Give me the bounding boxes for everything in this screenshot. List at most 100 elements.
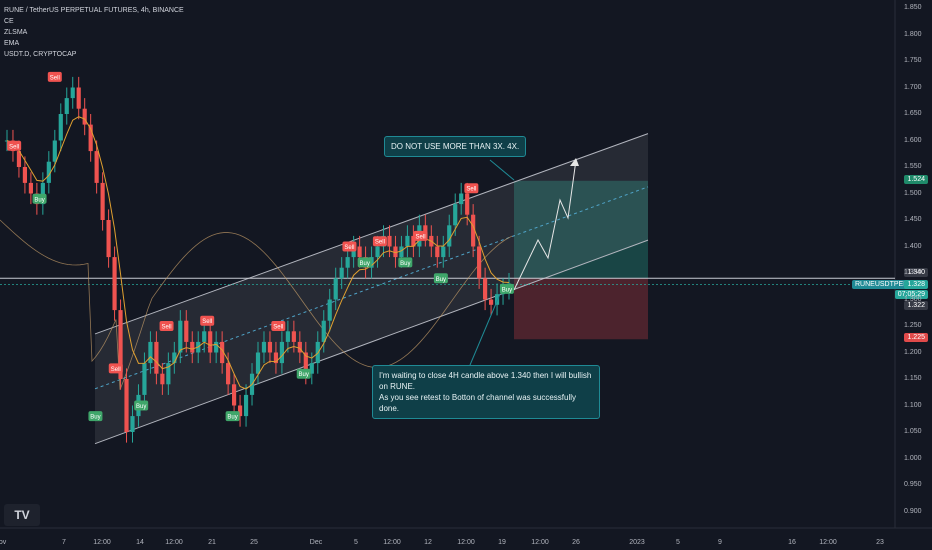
buy-signal[interactable]: Buy xyxy=(433,273,448,284)
x-tick-label: 16 xyxy=(788,539,796,546)
candle-body xyxy=(279,341,284,364)
candle-body xyxy=(393,246,398,258)
candle-body xyxy=(327,299,332,321)
candle-body xyxy=(130,416,135,432)
channel-upper-line xyxy=(94,133,649,335)
analysis-line-1: I'm waiting to close 4H candle above 1.3… xyxy=(379,371,592,391)
candle-body xyxy=(16,151,22,167)
x-tick-label: 5 xyxy=(676,539,680,546)
candle-body xyxy=(118,310,123,379)
tradingview-logo[interactable]: TV xyxy=(4,504,40,526)
candle-body xyxy=(459,193,464,205)
candle-body xyxy=(160,373,165,385)
low-price-tag: 1.322 xyxy=(904,301,928,310)
x-tick-label: 12 xyxy=(424,539,432,546)
analysis-line-2: As you see retest to Botton of channel w… xyxy=(379,393,576,413)
y-tick-label: 1.050 xyxy=(904,428,922,435)
candle-body xyxy=(321,320,326,342)
sell-signal[interactable]: Sell xyxy=(342,241,357,252)
entry-price-tag: 1.340 xyxy=(904,268,928,277)
buy-signal[interactable]: Buy xyxy=(398,257,413,268)
candle-body xyxy=(94,151,99,183)
candle-body xyxy=(309,363,314,374)
x-tick-label: 5 xyxy=(354,539,358,546)
buy-signal[interactable]: Buy xyxy=(134,400,149,411)
y-tick-label: 1.700 xyxy=(904,83,922,91)
x-tick-label: 26 xyxy=(572,539,580,546)
svg-text:Buy: Buy xyxy=(34,197,44,203)
legend-indicator-usdtd[interactable]: USDT.D, CRYPTOCAP xyxy=(4,51,77,58)
sell-signal[interactable]: Sell xyxy=(372,236,387,247)
buy-signal[interactable]: Buy xyxy=(357,257,372,268)
sell-signal[interactable]: Sell xyxy=(159,321,174,331)
svg-text:Buy: Buy xyxy=(400,261,410,267)
buy-signal[interactable]: Buy xyxy=(88,411,103,422)
sell-signal[interactable]: Sell xyxy=(7,140,22,151)
buy-signal[interactable]: Buy xyxy=(32,193,47,204)
svg-text:Sell: Sell xyxy=(375,240,385,246)
svg-text:Buy: Buy xyxy=(436,277,446,283)
candle-body xyxy=(291,331,296,342)
legend-indicator-zlsma[interactable]: ZLSMA xyxy=(4,29,28,36)
candle-body xyxy=(237,405,243,417)
projection-path xyxy=(513,159,577,291)
buy-signal[interactable]: Buy xyxy=(499,283,514,294)
candle-body xyxy=(64,98,69,114)
candle-body xyxy=(142,363,147,395)
candle-body xyxy=(208,331,213,353)
svg-text:Sell: Sell xyxy=(466,187,476,193)
candle-body xyxy=(261,341,267,353)
sell-signal[interactable]: Sell xyxy=(108,363,123,374)
candle-body xyxy=(22,167,28,183)
buy-signal[interactable]: Buy xyxy=(225,411,240,422)
candle-body xyxy=(82,108,87,125)
candle-body xyxy=(453,204,458,226)
x-tick-label: 21 xyxy=(208,539,216,546)
analysis-callout[interactable]: I'm waiting to close 4H candle above 1.3… xyxy=(372,365,600,419)
svg-text:Sell: Sell xyxy=(111,367,121,373)
sell-signal[interactable]: Sell xyxy=(271,321,286,331)
candle-body xyxy=(70,87,75,99)
channel-mid-line xyxy=(94,186,649,390)
svg-text:Sell: Sell xyxy=(162,325,172,331)
y-tick-label: 1.850 xyxy=(904,4,922,11)
warning-callout[interactable]: DO NOT USE MORE THAN 3X. 4X. xyxy=(384,136,527,157)
channel-fill xyxy=(95,133,648,444)
svg-text:Sell: Sell xyxy=(344,245,354,251)
x-tick-label: 12:00 xyxy=(383,539,401,546)
svg-text:Buy: Buy xyxy=(136,404,146,410)
legend-indicator-ce[interactable]: CE xyxy=(4,18,14,25)
candle-body xyxy=(76,87,81,109)
svg-text:Sell: Sell xyxy=(9,144,19,150)
sell-signal[interactable]: Sell xyxy=(47,71,62,82)
sell-signal[interactable]: Sell xyxy=(200,315,215,326)
analysis-callout-pointer xyxy=(469,293,501,366)
x-tick-label: 9 xyxy=(718,539,722,546)
candle-body xyxy=(303,352,308,374)
buy-signal[interactable]: Buy xyxy=(296,368,311,379)
candle-body xyxy=(100,182,105,220)
sell-signal[interactable]: Sell xyxy=(464,183,479,194)
y-tick-label: 0.950 xyxy=(904,481,922,488)
sell-signal[interactable]: Sell xyxy=(413,230,428,241)
candle-body xyxy=(124,379,129,432)
warning-callout-pointer xyxy=(489,159,515,181)
x-tick-label: 7 xyxy=(62,539,66,546)
y-tick-label: 1.300 xyxy=(904,295,922,303)
svg-text:Sell: Sell xyxy=(50,75,60,81)
candle-body xyxy=(267,341,273,353)
candle-body xyxy=(411,235,416,247)
x-tick-label: 12:00 xyxy=(531,539,549,546)
candle-body xyxy=(273,352,279,364)
chart-legend: RUNE / TetherUS PERPETUAL FUTURES, 4h, B… xyxy=(4,5,184,60)
candle-body xyxy=(441,246,446,258)
candle-body xyxy=(345,257,350,268)
candle-body xyxy=(214,341,219,353)
legend-indicator-ema[interactable]: EMA xyxy=(4,40,20,47)
y-tick-label: 1.400 xyxy=(904,242,922,250)
candle-body xyxy=(154,341,159,374)
y-tick-label: 1.150 xyxy=(904,375,922,382)
candle-body xyxy=(447,225,452,247)
y-tick-label: 1.450 xyxy=(904,216,922,223)
